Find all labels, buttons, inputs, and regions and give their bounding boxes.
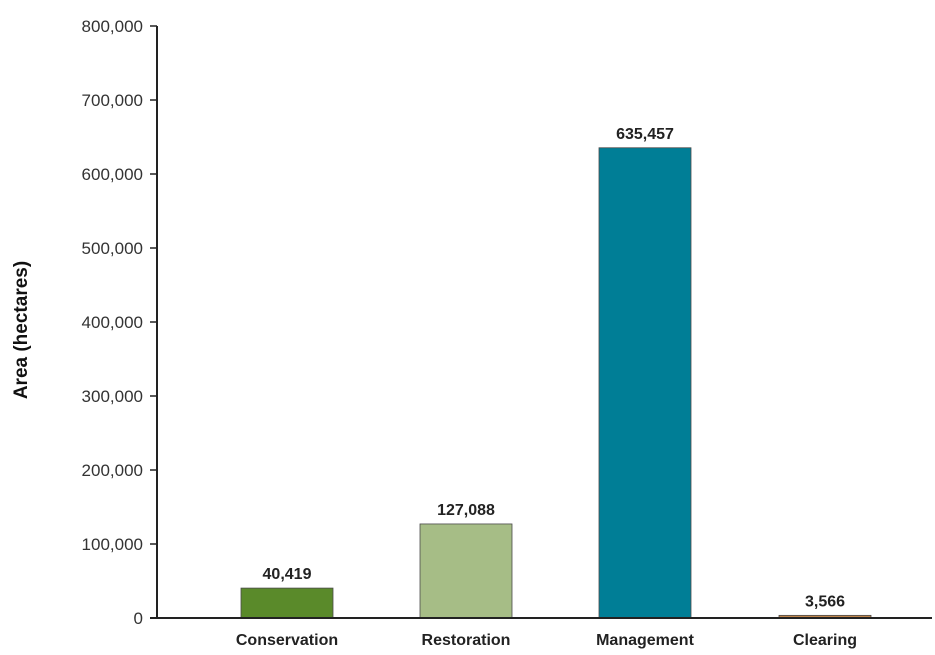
y-tick-label: 800,000 bbox=[82, 17, 143, 36]
bar-conservation bbox=[240, 587, 334, 619]
y-tick-label: 200,000 bbox=[82, 461, 143, 480]
y-tick-label: 700,000 bbox=[82, 91, 143, 110]
bar-restoration bbox=[419, 523, 513, 619]
y-tick-label: 400,000 bbox=[82, 313, 143, 332]
bar-management bbox=[598, 147, 692, 619]
x-axis: Conservation Restoration Management Clearin… bbox=[150, 617, 932, 649]
y-tick-label: 100,000 bbox=[82, 535, 143, 554]
data-label-management: 635,457 bbox=[616, 126, 674, 143]
data-label-conservation: 40,419 bbox=[263, 566, 312, 583]
y-tick-label: 300,000 bbox=[82, 387, 143, 406]
y-tick-label: 0 bbox=[134, 609, 143, 628]
y-axis-title: Area (hectares) bbox=[11, 261, 32, 399]
category-label-restoration: Restoration bbox=[422, 632, 511, 649]
data-label-clearing: 3,566 bbox=[805, 593, 845, 610]
category-label-management: Management bbox=[596, 632, 694, 649]
y-axis: 0 100,000 200,000 300,000 400,000 500,000 600,… bbox=[82, 17, 158, 628]
category-label-clearing: Clearing bbox=[793, 632, 857, 649]
data-label-restoration: 127,088 bbox=[437, 502, 495, 519]
category-label-conservation: Conservation bbox=[236, 632, 338, 649]
y-tick-label: 600,000 bbox=[82, 165, 143, 184]
bars: 40,419 127,088 635,457 3,566 bbox=[240, 126, 872, 619]
y-tick-label: 500,000 bbox=[82, 239, 143, 258]
